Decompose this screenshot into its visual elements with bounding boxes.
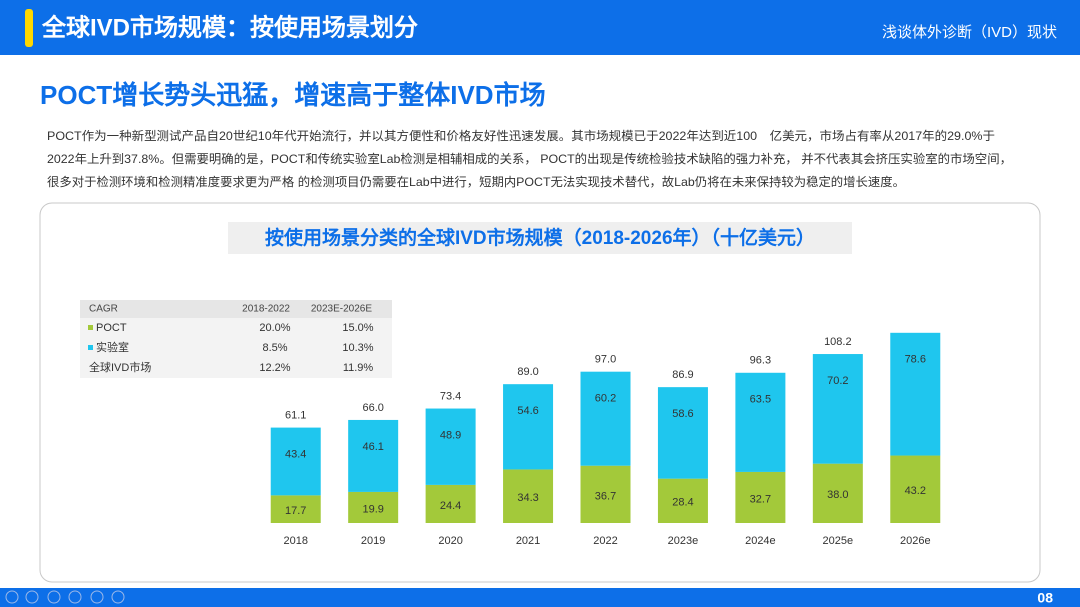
segment-label: 34.3 xyxy=(517,492,538,504)
bar-segment xyxy=(890,455,941,523)
bar-segment xyxy=(348,419,399,492)
bar-segment xyxy=(812,463,863,523)
header-accent xyxy=(25,9,33,47)
x-tick-label: 2025e xyxy=(823,535,854,547)
paragraph-line: 2022年上升到37.8%。但需要明确的是，POCT和传统实验室Lab检测是相辅… xyxy=(47,151,1012,166)
bar-segment xyxy=(503,469,554,523)
header-title: 全球IVD市场规模：按使用场景划分 xyxy=(41,13,418,41)
bar-segment xyxy=(657,387,708,479)
chart-title-bg xyxy=(228,222,852,254)
x-tick-label: 2026e xyxy=(900,535,931,547)
bar-segment xyxy=(425,408,476,485)
paragraph-line: 很多对于检测环境和检测精准度要求更为严格 的检测项目仍需要在Lab中进行，短期内… xyxy=(47,174,905,189)
legend-label: POCT xyxy=(96,322,127,334)
total-label: 96.3 xyxy=(750,355,771,367)
legend-swatch xyxy=(88,345,93,350)
segment-label: 78.6 xyxy=(905,354,926,366)
bar-segment xyxy=(890,332,941,456)
table-cell: 12.2% xyxy=(259,362,290,374)
table-header-cell: 2023E-2026E xyxy=(311,304,372,315)
table-cell: 20.0% xyxy=(259,322,290,334)
total-label: 66.0 xyxy=(362,402,383,414)
segment-label: 70.2 xyxy=(827,375,848,387)
bar-segment xyxy=(580,371,631,466)
bar-segment xyxy=(270,427,321,496)
segment-label: 60.2 xyxy=(595,393,616,405)
table-row-label: 全球IVD市场 xyxy=(89,360,151,374)
segment-label: 38.0 xyxy=(827,489,848,501)
segment-label: 46.1 xyxy=(362,441,383,453)
segment-label: 32.7 xyxy=(750,493,771,505)
segment-label: 43.2 xyxy=(905,485,926,497)
table-header-cell: CAGR xyxy=(89,304,118,315)
total-label: 73.4 xyxy=(440,390,461,402)
segment-label: 28.4 xyxy=(672,497,693,509)
bar-segment xyxy=(812,354,863,464)
segment-label: 43.4 xyxy=(285,448,306,460)
segment-label: 63.5 xyxy=(750,394,771,406)
segment-label: 17.7 xyxy=(285,505,306,517)
cagr-table-header xyxy=(80,300,392,318)
segment-label: 48.9 xyxy=(440,429,461,441)
footer-bar xyxy=(0,588,1080,607)
table-cell: 10.3% xyxy=(342,342,373,354)
bar-segment xyxy=(735,372,786,472)
segment-label: 58.6 xyxy=(672,408,693,420)
x-tick-label: 2024e xyxy=(745,535,776,547)
table-cell: 15.0% xyxy=(342,322,373,334)
chart-title: 按使用场景分类的全球IVD市场规模（2018-2026年）（十亿美元） xyxy=(265,226,815,249)
segment-label: 24.4 xyxy=(440,500,461,512)
x-tick-label: 2022 xyxy=(593,535,617,547)
total-label: 61.1 xyxy=(285,409,306,421)
total-label: 97.0 xyxy=(595,354,616,366)
header-bar xyxy=(0,0,1080,55)
bar-segment xyxy=(580,465,631,523)
total-label: 86.9 xyxy=(672,369,693,381)
x-tick-label: 2019 xyxy=(361,535,385,547)
bar-segment xyxy=(270,495,321,523)
x-tick-label: 2023e xyxy=(668,535,699,547)
player-controls[interactable] xyxy=(5,590,125,604)
bar-segment xyxy=(735,471,786,523)
header-right: 浅谈体外诊断（IVD）现状 xyxy=(882,24,1057,41)
bar-segment xyxy=(425,484,476,523)
table-cell: 8.5% xyxy=(262,342,287,354)
legend-label: 实验室 xyxy=(96,340,129,354)
x-tick-label: 2021 xyxy=(516,535,540,547)
table-cell: 11.9% xyxy=(343,362,374,374)
bar-segment xyxy=(503,384,554,470)
x-tick-label: 2018 xyxy=(283,535,307,547)
x-tick-label: 2020 xyxy=(438,535,462,547)
segment-label: 54.6 xyxy=(517,405,538,417)
legend-swatch xyxy=(88,325,93,330)
segment-label: 19.9 xyxy=(362,503,383,515)
total-label: 89.0 xyxy=(517,366,538,378)
table-header-cell: 2018-2022 xyxy=(242,304,290,315)
segment-label: 36.7 xyxy=(595,490,616,502)
subtitle: POCT增长势头迅猛，增速高于整体IVD市场 xyxy=(40,80,546,110)
total-label: 108.2 xyxy=(824,336,852,348)
paragraph-line: POCT作为一种新型测试产品自20世纪10年代开始流行，并以其方便性和价格友好性… xyxy=(47,128,995,143)
bar-segment xyxy=(348,491,399,523)
page-number: 08 xyxy=(1037,590,1053,606)
bar-segment xyxy=(657,478,708,523)
